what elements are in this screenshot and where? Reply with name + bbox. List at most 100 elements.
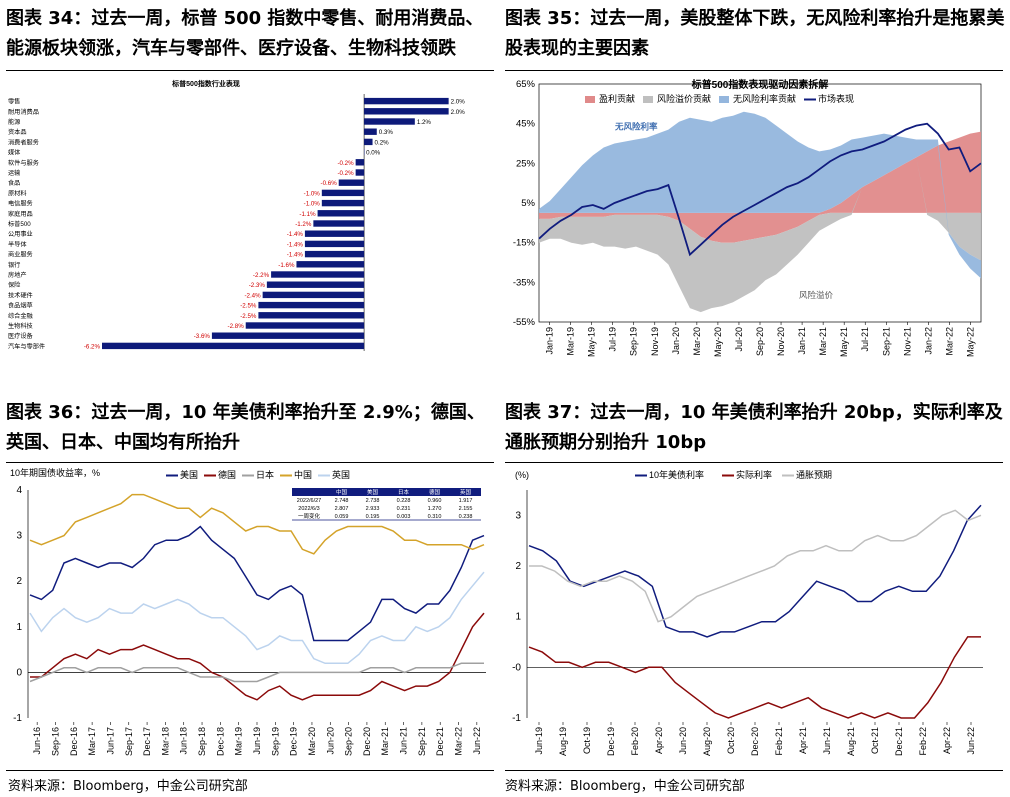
chart36-title: 图表 36：过去一周，10 年美债利率抬升至 2.9%；德国、英国、日本、中国均… (6, 402, 485, 453)
y-tick-label: 2 (515, 561, 521, 572)
x-tick-label: Dec-17 (142, 727, 152, 756)
data-label: 2.0% (451, 99, 466, 106)
category-label: 媒体 (8, 149, 21, 157)
x-tick-label: Jan-22 (923, 327, 933, 355)
category-label: 半导体 (8, 240, 27, 248)
x-tick-label: Dec-16 (69, 727, 79, 756)
y-tick-label: 1 (16, 622, 22, 633)
x-tick-label: Sep-21 (417, 727, 427, 756)
table-cell: 0.231 (397, 506, 411, 512)
x-tick-label: May-22 (965, 327, 975, 357)
table-cell: 英国 (460, 488, 472, 496)
category-label: 综合金融 (8, 312, 33, 320)
category-label: 零售 (8, 98, 20, 106)
data-label: -1.2% (295, 221, 312, 228)
category-label: 运输 (8, 169, 21, 177)
x-tick-label: Jul-20 (734, 327, 744, 352)
x-tick-label: Jul-19 (608, 327, 618, 352)
category-label: 医疗设备 (8, 332, 34, 340)
table-cell: 2.933 (366, 506, 380, 512)
category-label: 家庭用品 (8, 210, 33, 218)
table-cell: 2.155 (459, 506, 473, 512)
bar (245, 322, 365, 329)
table-cell: 德国 (429, 488, 441, 496)
x-tick-label: Sep-16 (50, 727, 60, 756)
x-tick-label: Jun-17 (105, 727, 115, 755)
x-tick-label: Sep-18 (197, 727, 207, 756)
legend-label: 中国 (294, 469, 312, 480)
y-tick-label: -1 (512, 713, 521, 724)
data-label: -1.1% (299, 211, 316, 218)
x-tick-label: Jun-20 (325, 727, 335, 755)
x-tick-label: Mar-19 (234, 727, 244, 756)
y-tick-label: 25% (516, 158, 536, 169)
bar (266, 281, 365, 288)
x-tick-label: Feb-20 (630, 727, 640, 756)
table-cell: 0.059 (335, 514, 349, 520)
x-tick-label: Feb-21 (774, 727, 784, 756)
x-tick-label: Apr-20 (654, 727, 664, 754)
data-label: 0.0% (366, 150, 381, 157)
category-label: 汽车与零部件 (8, 342, 45, 350)
x-tick-label: Mar-21 (380, 727, 390, 756)
source-note-right: 资料来源：Bloomberg，中金公司研究部 (505, 779, 745, 794)
bar (364, 108, 449, 115)
y-tick-label: 3 (16, 531, 22, 542)
bar (317, 210, 365, 217)
chart37-ust-decomposition-line-chart: (%) -1 -0 1 2 3 10年美债利率 实际利率 通胀预期 Jun-19 Aug-19 Oct… (512, 469, 983, 756)
rate-line (528, 504, 982, 638)
legend-label: 10年美债利率 (649, 469, 704, 480)
x-tick-label: Mar-20 (307, 727, 317, 756)
x-tick-label: Sep-19 (629, 327, 639, 356)
x-tick-label: Oct-21 (870, 727, 880, 754)
category-label: 消费者服务 (8, 138, 39, 146)
data-label: -1.0% (304, 201, 321, 208)
data-label: -1.4% (287, 252, 304, 259)
x-tick-label: Aug-19 (558, 727, 568, 756)
category-label: 电信服务 (8, 200, 33, 208)
chart37-title: 图表 37：过去一周，10 年美债利率抬升 20bp，实际利率及通胀预期分别抬升… (505, 402, 1003, 453)
yield-line (29, 493, 485, 555)
category-label: 银行 (8, 261, 20, 269)
table-cell: 1.917 (459, 498, 473, 504)
bar (258, 312, 365, 319)
x-tick-label: Jun-19 (534, 727, 544, 755)
x-tick-label: Dec-19 (289, 727, 299, 756)
y-tick-label: 0 (16, 667, 22, 678)
bar (364, 97, 449, 105)
category-label: 耐用消费品 (8, 108, 39, 116)
x-tick-label: Feb-22 (918, 727, 928, 756)
legend-swatch (643, 96, 653, 103)
x-tick-label: Mar-22 (944, 327, 954, 356)
bar (304, 250, 365, 258)
data-label: -0.2% (337, 170, 354, 177)
table-cell: 日本 (398, 488, 410, 496)
title-rule (6, 462, 494, 463)
x-tick-label: Dec-18 (215, 727, 225, 756)
yield-line (29, 525, 485, 642)
y-tick-label: 3 (515, 510, 521, 521)
x-tick-label: Oct-19 (582, 727, 592, 754)
bar (321, 199, 365, 207)
y-tick-label: -35% (513, 277, 536, 288)
yield-line (29, 662, 484, 683)
table-cell: 0.310 (428, 514, 442, 520)
table-cell: 中国 (336, 488, 348, 496)
legend-swatch (585, 96, 595, 103)
bar (258, 301, 365, 309)
area-series (539, 111, 981, 279)
bar (211, 332, 365, 339)
category-label: 资本品 (8, 128, 27, 136)
data-label: 1.2% (417, 119, 432, 126)
bar (364, 128, 377, 135)
category-label: 商业服务 (8, 251, 33, 259)
data-label: -1.4% (287, 231, 304, 238)
x-tick-label: Mar-18 (160, 727, 170, 756)
bar (304, 240, 365, 248)
x-tick-label: Aug-21 (846, 727, 856, 756)
x-tick-label: Apr-21 (798, 727, 808, 754)
bar (304, 230, 365, 237)
category-label: 能源 (8, 118, 20, 126)
